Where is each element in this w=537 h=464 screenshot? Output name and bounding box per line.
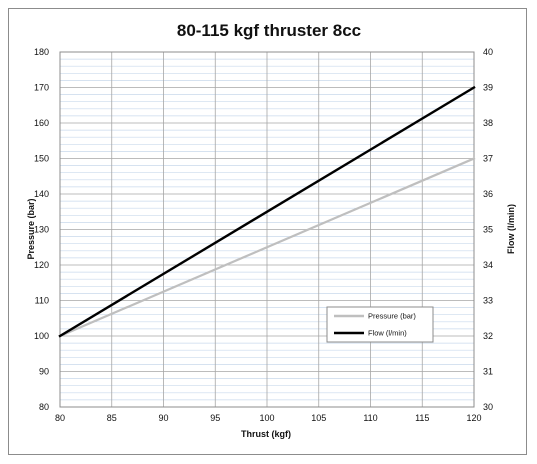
y2-tick-label: 36: [483, 189, 493, 199]
y-tick-label: 130: [34, 225, 49, 235]
y2-tick-label: 33: [483, 296, 493, 306]
series-lines: [58, 85, 476, 338]
x-tick-label: 120: [466, 413, 481, 423]
x-tick-label: 110: [363, 413, 377, 423]
legend-label-flow: Flow (l/min): [368, 329, 407, 338]
y2-tick-label: 39: [483, 83, 493, 93]
legend-box: [326, 306, 434, 343]
legend: Pressure (bar) Flow (l/min): [326, 306, 434, 343]
axes: 80 85 90 95 100 105 110 115 120 80 90 100 110 120 130 1…: [34, 47, 493, 423]
y2-tick-label: 34: [483, 260, 493, 270]
y-tick-label: 170: [34, 83, 49, 93]
y2-tick-label: 30: [483, 402, 493, 412]
x-tick-label: 85: [107, 413, 117, 423]
y-tick-label: 160: [34, 118, 49, 128]
y-tick-label: 80: [39, 402, 49, 412]
y2-axis-title: Flow (l/min): [506, 204, 516, 254]
x-tick-label: 80: [55, 413, 65, 423]
y-axis-title: Pressure (bar): [26, 198, 36, 259]
x-tick-label: 105: [311, 413, 326, 423]
x-tick-label: 100: [259, 413, 274, 423]
legend-label-pressure: Pressure (bar): [368, 312, 416, 321]
plot-border: [59, 51, 475, 408]
series-line-pressure: [58, 157, 476, 338]
y-tick-label: 150: [34, 154, 49, 164]
y2-tick-label: 35: [483, 225, 493, 235]
y2-tick-label: 37: [483, 154, 493, 164]
y-tick-label: 120: [34, 260, 49, 270]
y-tick-label: 110: [35, 296, 49, 306]
x-tick-label: 95: [210, 413, 220, 423]
y2-tick-label: 40: [483, 47, 493, 57]
y2-tick-label: 32: [483, 331, 493, 341]
y-tick-label: 100: [34, 331, 49, 341]
y2-tick-label: 31: [483, 367, 493, 377]
y-tick-label: 140: [34, 189, 49, 199]
y-tick-label: 90: [39, 367, 49, 377]
chart-title: 80-115 kgf thruster 8cc: [177, 21, 361, 40]
grid: [59, 51, 475, 408]
x-axis-title: Thrust (kgf): [241, 429, 291, 439]
series-line-flow: [58, 85, 476, 338]
y-tick-label: 180: [34, 47, 49, 57]
x-tick-label: 90: [158, 413, 168, 423]
y2-tick-label: 38: [483, 118, 493, 128]
x-tick-label: 115: [415, 413, 429, 423]
